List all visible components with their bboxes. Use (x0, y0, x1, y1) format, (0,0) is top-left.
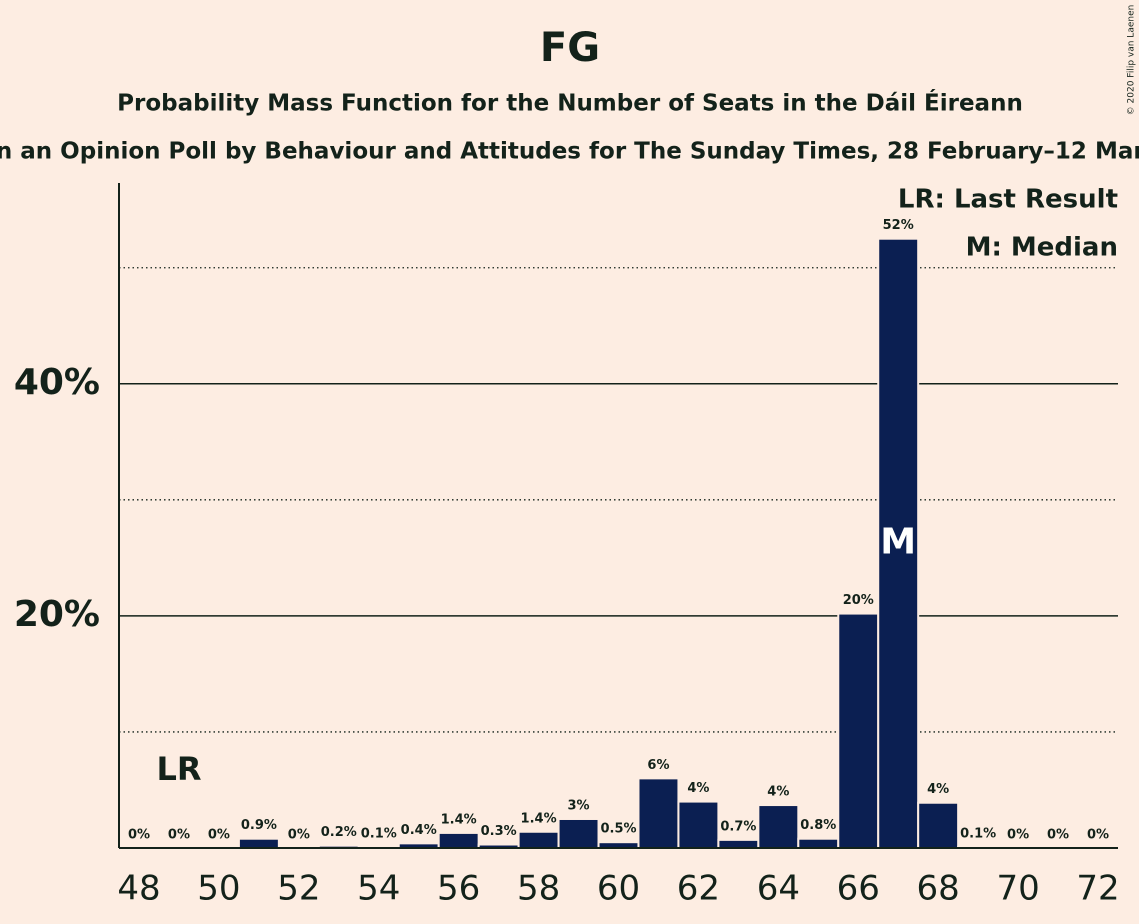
value-label: 4% (687, 781, 709, 796)
x-tick-label: 64 (757, 869, 800, 909)
value-label: 6% (647, 758, 669, 773)
value-label: 0.8% (800, 818, 836, 833)
x-tick-label: 54 (357, 869, 400, 909)
bar (797, 837, 840, 849)
value-label: 0.3% (481, 824, 517, 839)
chart-subtitle: Probability Mass Function for the Number… (117, 89, 1023, 117)
value-label: 1.4% (521, 811, 557, 826)
value-label: 20% (843, 593, 874, 608)
value-label: 1.4% (441, 812, 477, 827)
x-tick-label: 62 (677, 869, 720, 909)
value-label: 4% (767, 785, 789, 800)
x-tick-label: 60 (597, 869, 640, 909)
x-tick-label: 72 (1076, 869, 1119, 909)
chart-caption: Based on an Opinion Poll by Behaviour an… (0, 139, 1139, 165)
bar (677, 800, 720, 849)
x-tick-label: 48 (117, 869, 160, 909)
x-tick-label: 70 (996, 869, 1039, 909)
bar (557, 817, 600, 849)
value-label: 4% (927, 782, 949, 797)
value-label: 0% (208, 828, 230, 843)
bar (437, 831, 480, 849)
value-label: 0.1% (960, 826, 996, 841)
x-tick-label: 58 (517, 869, 560, 909)
x-tick-label: 52 (277, 869, 320, 909)
value-label: 0% (1047, 828, 1069, 843)
median-marker: M (880, 521, 916, 562)
bar (917, 801, 960, 849)
value-label: 0% (1007, 828, 1029, 843)
legend-entry: M: Median (966, 233, 1118, 263)
bar (877, 237, 920, 850)
value-label: 0.7% (720, 819, 756, 834)
x-tick-label: 50 (197, 869, 240, 909)
value-label: 0.4% (401, 823, 437, 838)
x-tick-label: 66 (837, 869, 880, 909)
value-label: 0% (1087, 828, 1109, 843)
x-tick-label: 56 (437, 869, 480, 909)
y-tick-label: 20% (14, 594, 100, 635)
legend-entry: LR: Last Result (898, 185, 1118, 215)
value-label: 0% (128, 828, 150, 843)
bar (837, 612, 880, 850)
bar (237, 837, 280, 849)
y-tick-label: 40% (14, 362, 100, 403)
value-label: 0.1% (361, 826, 397, 841)
chart-title: FG (540, 25, 600, 71)
value-label: 0.5% (600, 822, 636, 837)
bar (517, 830, 560, 850)
bar (637, 777, 680, 850)
bar (717, 838, 760, 850)
copyright: © 2020 Filip van Laenen (1127, 5, 1137, 116)
value-label: 0% (288, 828, 310, 843)
x-tick-label: 68 (917, 869, 960, 909)
value-label: 3% (568, 798, 590, 813)
value-label: 0.2% (321, 825, 357, 840)
last-result-marker: LR (156, 750, 201, 788)
value-label: 0% (168, 828, 190, 843)
value-label: 0.9% (241, 818, 277, 833)
bar (757, 804, 800, 849)
value-label: 52% (883, 218, 914, 233)
